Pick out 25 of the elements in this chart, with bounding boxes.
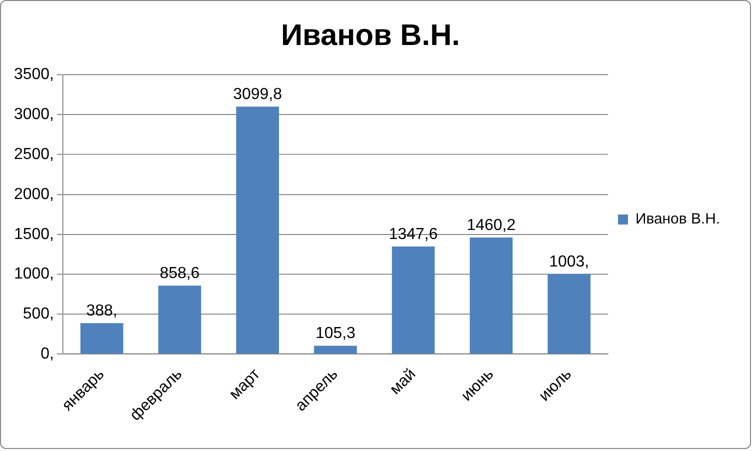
y-tick-label: 0, <box>40 346 54 363</box>
y-tick-label: 1000, <box>14 266 54 283</box>
x-tick-label: май <box>386 366 420 398</box>
data-label: 105,3 <box>315 325 356 342</box>
bar <box>314 346 357 354</box>
legend-label: Иванов В.Н. <box>635 210 720 228</box>
y-tick-label: 1500, <box>14 226 54 243</box>
data-label: 1347,6 <box>388 226 438 243</box>
bar <box>470 238 513 354</box>
data-label: 858,6 <box>160 265 200 282</box>
y-tick-label: 3500, <box>14 66 54 84</box>
bar <box>392 246 435 354</box>
data-label: 1460,2 <box>466 217 516 234</box>
bar <box>80 323 124 354</box>
y-tick-label: 500, <box>22 306 54 323</box>
data-label: 1003, <box>549 254 590 270</box>
y-tick-label: 2500, <box>14 146 54 163</box>
data-label: 3099,8 <box>233 86 282 104</box>
y-tick-label: 2000, <box>14 186 54 203</box>
chart-title: Иванов В.Н. <box>281 19 460 52</box>
bar <box>236 106 279 354</box>
y-tick-label: 3000, <box>14 106 54 123</box>
bar <box>158 286 202 354</box>
data-label: 388, <box>86 302 118 320</box>
bar <box>548 274 590 354</box>
